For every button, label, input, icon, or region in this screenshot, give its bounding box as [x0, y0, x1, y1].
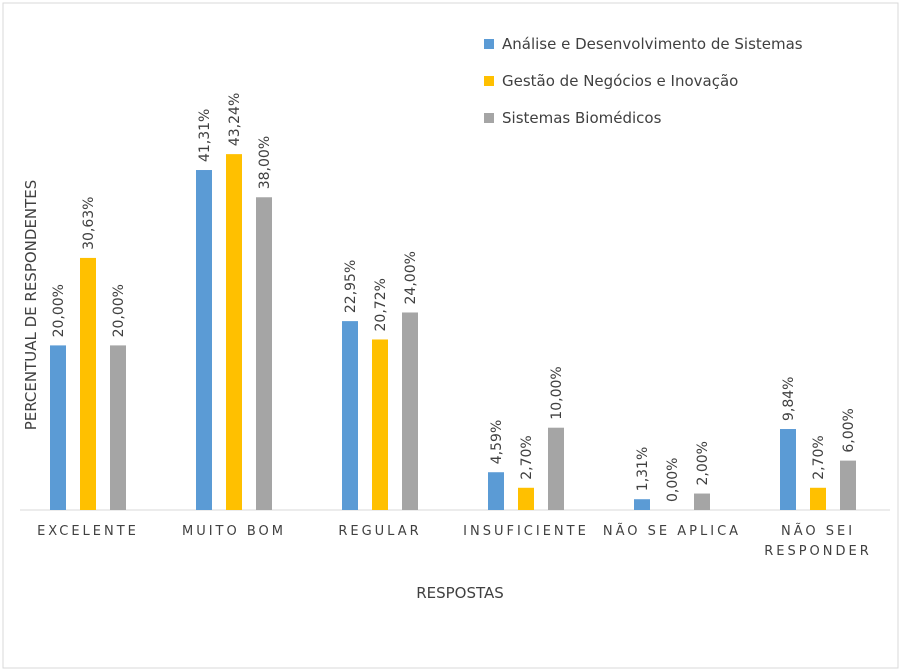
data-label: 20,00% — [111, 284, 127, 337]
bar — [840, 460, 856, 510]
bar — [810, 487, 826, 510]
bar — [548, 427, 564, 510]
bar — [80, 257, 96, 510]
legend-swatch — [484, 39, 494, 49]
bar — [518, 487, 534, 510]
x-tick-label: NÃO SEI RESPONDER — [764, 524, 872, 559]
data-label: 6,00% — [841, 408, 857, 452]
legend-label: Gestão de Negócios e Inovação — [502, 72, 738, 90]
legend-label: Análise e Desenvolvimento de Sistemas — [502, 35, 803, 53]
x-tick-label: INSUFICIENTE — [463, 524, 589, 539]
y-axis-title: PERCENTUAL DE RESPONDENTES — [22, 180, 40, 431]
data-label: 0,00% — [665, 458, 681, 502]
bar — [488, 472, 504, 510]
data-label: 2,70% — [811, 435, 827, 479]
data-label: 24,00% — [403, 251, 419, 304]
data-label: 4,59% — [489, 420, 505, 464]
x-tick-label: NÃO SE APLICA — [602, 524, 742, 539]
bar — [342, 321, 358, 510]
data-label: 41,31% — [197, 109, 213, 162]
data-label: 22,95% — [343, 260, 359, 313]
bar — [110, 345, 126, 510]
x-tick-label: REGULAR — [338, 524, 422, 539]
legend-swatch — [484, 113, 494, 123]
data-label: 1,31% — [635, 447, 651, 491]
data-label: 10,00% — [549, 366, 565, 419]
data-label: 9,84% — [781, 377, 797, 421]
bar — [50, 345, 66, 510]
bar — [226, 154, 242, 510]
x-tick-label: EXCELENTE — [37, 524, 139, 539]
x-axis-title: RESPOSTAS — [416, 584, 504, 602]
legend-label: Sistemas Biomédicos — [502, 109, 662, 127]
bar — [634, 499, 650, 510]
data-label: 2,00% — [695, 441, 711, 485]
data-label: 20,00% — [51, 284, 67, 337]
bar — [780, 429, 796, 510]
data-label: 2,70% — [519, 435, 535, 479]
bar — [196, 170, 212, 510]
bar — [256, 197, 272, 510]
data-label: 38,00% — [257, 136, 273, 189]
bar — [372, 339, 388, 510]
legend-swatch — [484, 76, 494, 86]
x-tick-label: MUITO BOM — [181, 524, 286, 539]
data-label: 20,72% — [373, 278, 389, 331]
bar — [694, 493, 710, 510]
data-label: 43,24% — [227, 93, 243, 146]
bar — [402, 312, 418, 510]
data-label: 30,63% — [81, 197, 97, 250]
